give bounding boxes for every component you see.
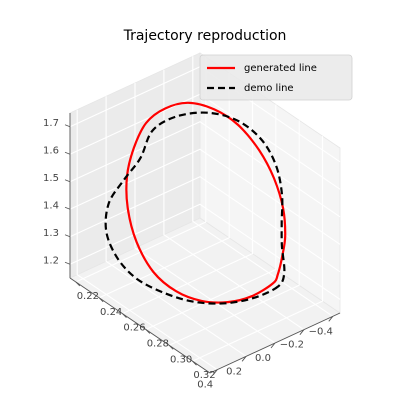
x-tick-label: 0.30 xyxy=(170,354,192,365)
grid-line-z xyxy=(69,121,341,218)
tick-labels: 0.220.240.260.280.300.32 −0.4 −0.2 0.0 0.2 0.… xyxy=(43,118,334,391)
x-tick-label: 0.22 xyxy=(77,291,99,302)
x-tick-mark xyxy=(192,360,197,366)
y-tick-label: 0.0 xyxy=(255,353,271,364)
legend-label: demo line xyxy=(244,83,294,94)
x-tick-mark xyxy=(122,313,127,318)
x-tick-mark xyxy=(75,281,81,287)
y-tick-mark xyxy=(270,342,276,349)
series-line-generated xyxy=(125,101,287,304)
y-tick-mark xyxy=(328,316,334,322)
x-tick-label: 0.32 xyxy=(193,370,215,381)
grid-line-y xyxy=(105,96,247,357)
x-axis-line xyxy=(69,277,211,374)
z-tick-label: 1.7 xyxy=(43,118,59,129)
y-tick-mark xyxy=(299,329,305,335)
grid-line-x xyxy=(98,72,230,299)
z-tick-label: 1.6 xyxy=(43,145,59,156)
legend: generated line demo line xyxy=(199,54,353,101)
legend-box xyxy=(199,54,353,101)
x-tick-mark xyxy=(145,329,151,334)
x-tick-mark xyxy=(168,344,174,350)
grid-line-x xyxy=(145,104,277,330)
z-tick-mark xyxy=(64,234,71,238)
y-tick-label: −0.2 xyxy=(280,340,304,351)
z-tick-mark xyxy=(64,206,71,210)
x-tick-mark xyxy=(98,297,104,303)
z-tick-mark xyxy=(64,124,71,128)
grid-line-y xyxy=(163,69,305,331)
x-tick-label: 0.28 xyxy=(147,338,169,349)
z-tick-label: 1.5 xyxy=(43,173,59,184)
grid-line-z xyxy=(69,148,341,245)
y-tick-label: 0.2 xyxy=(226,366,242,377)
grid-line-y xyxy=(134,83,276,344)
x-tick-label: 0.26 xyxy=(123,323,145,334)
y-tick-mark xyxy=(212,369,218,375)
series-lines xyxy=(104,101,287,305)
x-tick-label: 0.24 xyxy=(100,307,122,318)
z-tick-mark xyxy=(64,151,71,155)
y-tick-label: −0.4 xyxy=(309,326,333,337)
y-tick-mark xyxy=(241,356,247,362)
z-tick-mark xyxy=(64,179,71,183)
z-tick-label: 1.4 xyxy=(43,200,59,211)
chart-title: Trajectory reproduction xyxy=(123,28,287,44)
grid-line-x xyxy=(168,120,300,346)
y-tick-label: 0.4 xyxy=(197,380,213,391)
grid-line-y xyxy=(192,56,334,317)
series-line-demo xyxy=(104,111,286,305)
z-tick-mark xyxy=(64,261,71,265)
grid-lines xyxy=(69,56,341,371)
grid-line-x xyxy=(192,136,324,362)
grid-line-y xyxy=(76,109,218,371)
z-tick-label: 1.3 xyxy=(43,228,59,239)
legend-label: generated line xyxy=(244,63,317,74)
grid-line-z xyxy=(69,203,341,300)
grid-line-z xyxy=(69,176,341,273)
z-tick-label: 1.2 xyxy=(43,255,59,266)
